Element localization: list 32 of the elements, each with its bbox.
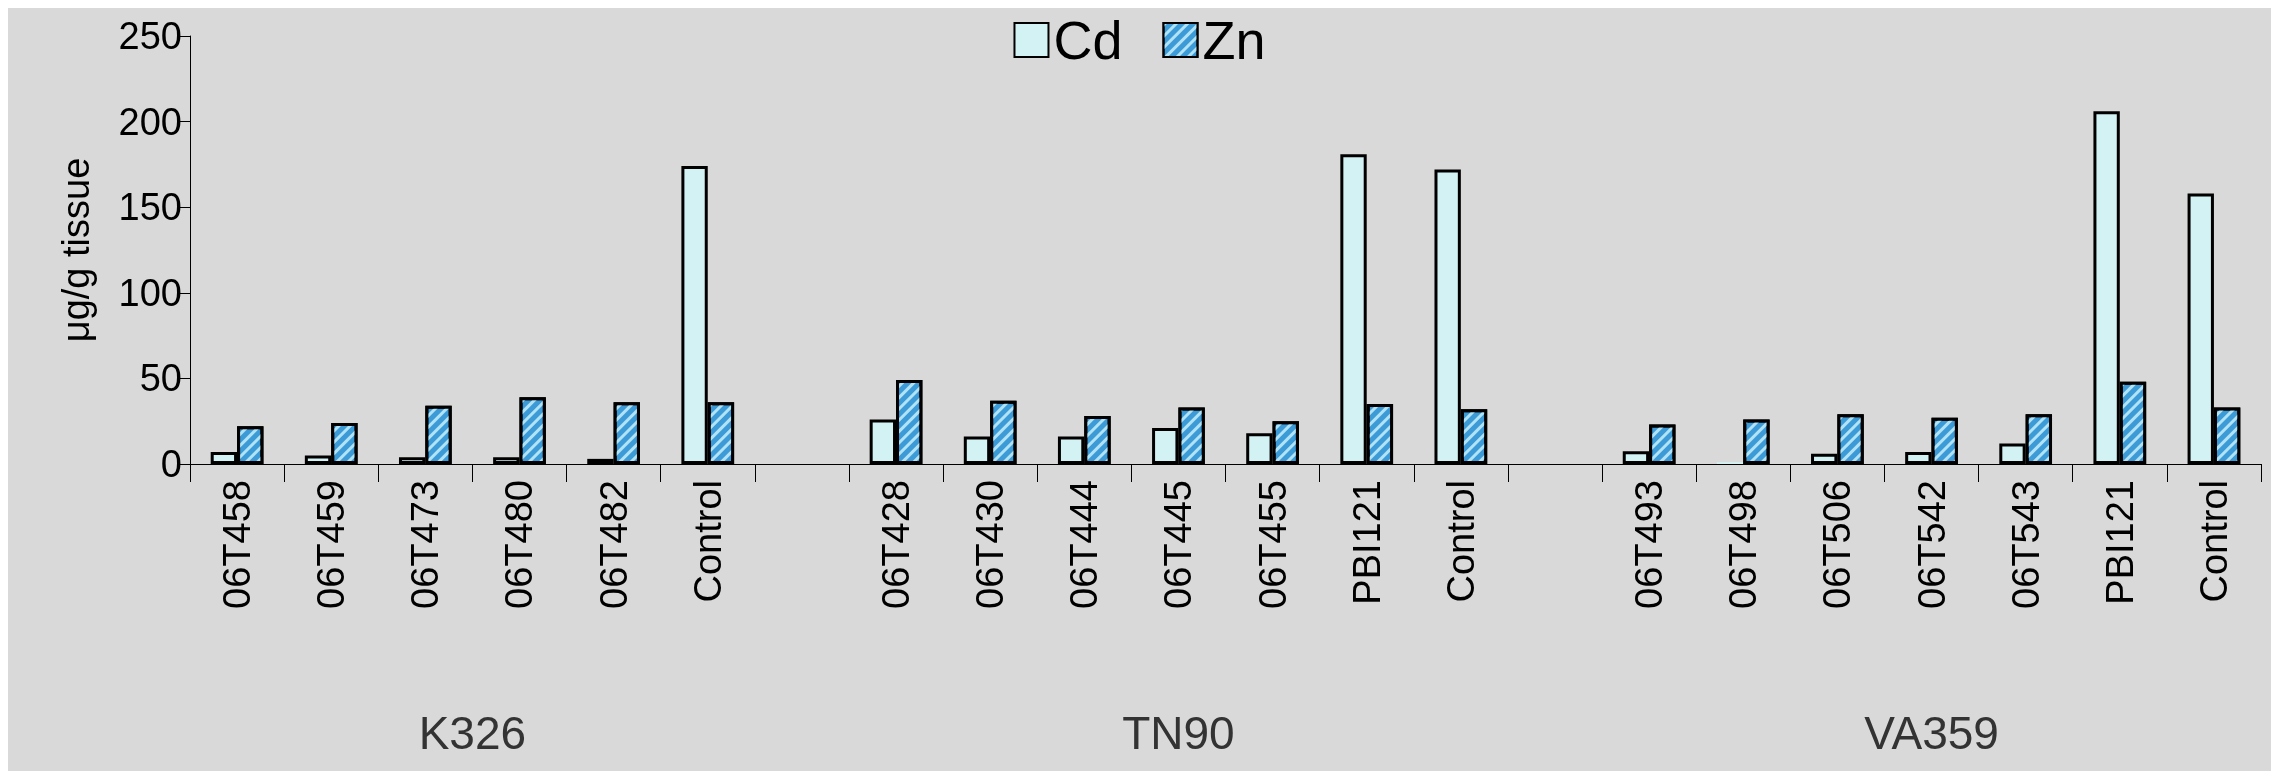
legend-label: Cd <box>1053 10 1123 70</box>
x-tick-label: 06T493 <box>1628 480 1671 609</box>
x-tick-label: 06T455 <box>1251 480 1294 609</box>
x-tick-label: 06T445 <box>1157 480 1200 609</box>
x-tick-label: 06T473 <box>404 480 447 609</box>
x-tick-label: 06T482 <box>592 480 635 609</box>
text: TN90 <box>1122 707 1235 759</box>
y-tick-label: 250 <box>118 15 182 57</box>
y-tick-label: 50 <box>139 357 182 400</box>
x-tick-label: 06T506 <box>1816 480 1859 609</box>
x-tick-label: 06T498 <box>1722 480 1765 609</box>
x-tick-label: PBI121 <box>2098 480 2141 605</box>
x-tick-label: 06T430 <box>969 480 1012 609</box>
legend-label: Zn <box>1202 10 1266 70</box>
y-tick-label: 100 <box>118 271 182 314</box>
y-tick-label: 150 <box>118 186 182 229</box>
text: K326 <box>418 707 527 759</box>
x-tick-label: 06T480 <box>498 480 541 609</box>
x-tick-label: 06T543 <box>2004 480 2047 609</box>
x-tick-label: 06T542 <box>1910 480 1953 609</box>
x-tick-label: Control <box>2192 480 2235 603</box>
y-tick-label: 200 <box>118 100 182 143</box>
x-tick-label: PBI121 <box>1345 480 1388 605</box>
x-tick-label: 06T444 <box>1063 480 1106 609</box>
x-tick-label: Control <box>686 480 729 603</box>
y-axis-title: μg/g tissue <box>55 157 97 343</box>
x-tick-label: 06T459 <box>310 480 353 609</box>
x-tick-label: Control <box>1439 480 1482 603</box>
x-tick-label: 06T428 <box>875 480 918 609</box>
y-tick-label: 0 <box>160 443 182 485</box>
x-tick-label: 06T458 <box>216 480 259 609</box>
text: VA359 <box>1864 707 1999 759</box>
